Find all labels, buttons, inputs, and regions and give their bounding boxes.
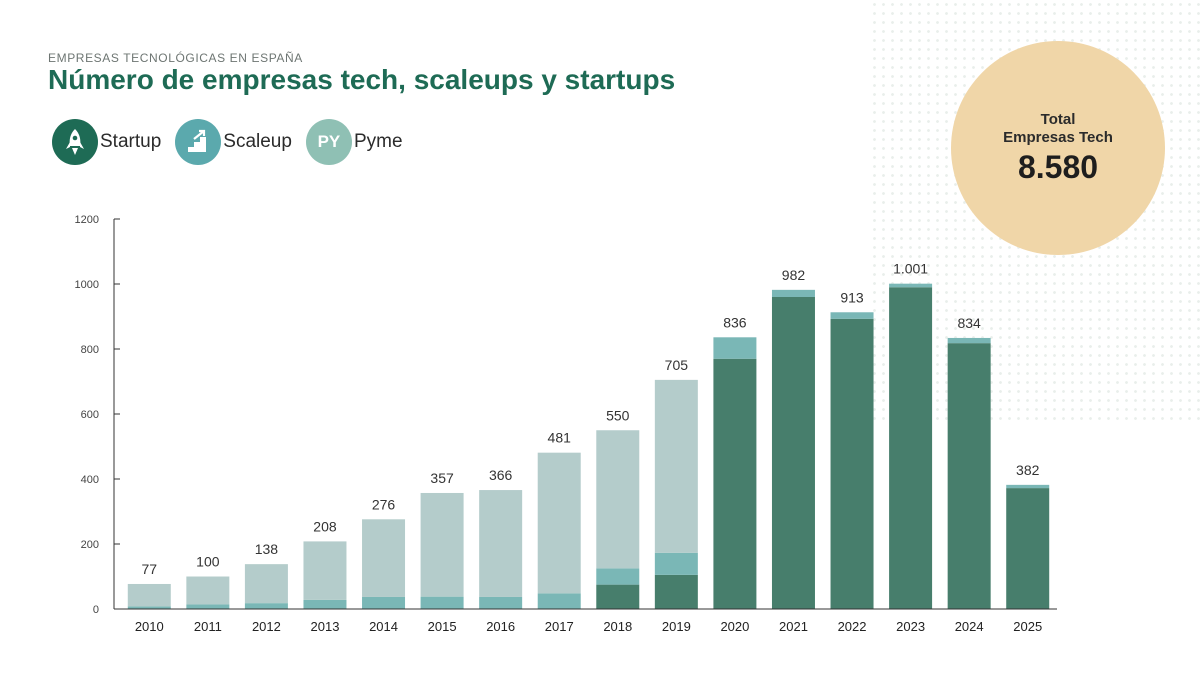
legend-item-scaleup: Scaleup: [175, 119, 292, 165]
legend-item-startup: Startup: [52, 119, 161, 165]
x-tick-label: 2023: [896, 619, 925, 634]
bar-scaleup: [537, 593, 581, 609]
stairs-arrow-icon: [175, 119, 222, 165]
y-tick-label: 0: [93, 604, 99, 616]
bar-pyme: [303, 541, 347, 600]
bar-startup: [889, 287, 933, 609]
x-tick-label: 2025: [1013, 619, 1042, 634]
legend-label-pyme: Pyme: [353, 131, 403, 152]
bar-scaleup: [713, 337, 757, 359]
legend-item-pyme: PY Pyme: [305, 119, 403, 165]
x-tick-label: 2018: [603, 619, 632, 634]
legend-label-scaleup: Scaleup: [223, 131, 292, 152]
bar-scaleup: [947, 337, 991, 344]
x-tick-label: 2020: [720, 619, 749, 634]
bar-pyme: [479, 490, 523, 597]
bar-pyme: [420, 492, 464, 597]
legend-label-startup: Startup: [100, 131, 162, 152]
bar-scaleup: [420, 596, 464, 609]
chart-title: Número de empresas tech, scaleups y star…: [48, 64, 676, 95]
x-tick-label: 2022: [838, 619, 867, 634]
total-label-line1: Total: [1040, 110, 1076, 128]
bar-scaleup: [186, 604, 230, 609]
chart-subtitle: EMPRESAS TECNOLÓGICAS EN ESPAÑA: [48, 51, 303, 65]
bar-total-label: 382: [1016, 462, 1040, 478]
bar-pyme: [537, 452, 581, 594]
bar-total-label: 138: [255, 541, 279, 557]
bar-total-label: 836: [723, 314, 747, 330]
bar-total-label: 366: [489, 467, 513, 483]
bar-pyme: [362, 519, 406, 597]
bar-pyme: [127, 583, 171, 607]
x-tick-label: 2011: [194, 619, 222, 634]
bar-startup: [713, 358, 757, 609]
x-tick-label: 2013: [311, 619, 340, 634]
bar-total-label: 100: [196, 554, 220, 570]
bar-total-label: 834: [957, 315, 981, 331]
total-label-line2: Empresas Tech: [1003, 128, 1113, 146]
bar-total-label: 1.001: [893, 261, 928, 277]
x-tick-label: 2016: [486, 619, 515, 634]
bar-total-label: 481: [548, 430, 572, 446]
bar-scaleup: [1006, 484, 1050, 489]
bar-startup: [771, 297, 815, 609]
y-tick-label: 200: [81, 539, 99, 551]
bar-startup: [596, 584, 640, 609]
bar-startup: [830, 318, 874, 609]
total-badge: Total Empresas Tech 8.580: [951, 41, 1165, 255]
x-tick-label: 2012: [252, 619, 281, 634]
bar-total-label: 77: [141, 561, 157, 577]
bar-pyme: [244, 564, 288, 604]
bar-pyme: [596, 430, 640, 569]
x-tick-label: 2017: [545, 619, 574, 634]
bar-total-label: 705: [665, 357, 689, 373]
bar-scaleup: [244, 603, 288, 609]
x-tick-label: 2010: [135, 619, 164, 634]
x-tick-label: 2015: [428, 619, 457, 634]
rocket-icon: [52, 119, 98, 165]
total-value: 8.580: [1017, 148, 1099, 185]
y-tick-label: 1200: [75, 214, 99, 226]
bar-total-label: 982: [782, 267, 806, 283]
legend: Startup Scaleup PY Pyme: [52, 119, 417, 165]
bar-scaleup: [771, 289, 815, 297]
bar-scaleup: [303, 599, 347, 609]
x-tick-label: 2021: [779, 619, 808, 634]
bar-startup: [1006, 488, 1050, 609]
bar-scaleup: [889, 283, 933, 288]
bar-scaleup: [362, 596, 406, 609]
y-tick-label: 600: [81, 409, 99, 421]
x-tick-label: 2014: [369, 619, 398, 634]
y-tick-label: 1000: [75, 279, 99, 291]
x-tick-label: 2024: [955, 619, 984, 634]
y-tick-label: 800: [81, 344, 99, 356]
bar-startup: [654, 574, 698, 609]
bar-total-label: 276: [372, 496, 396, 512]
bar-total-label: 208: [313, 518, 337, 534]
bar-total-label: 357: [430, 470, 454, 486]
bar-total-label: 550: [606, 407, 630, 423]
bar-total-label: 913: [840, 289, 864, 305]
y-tick-label: 400: [81, 474, 99, 486]
bar-pyme: [186, 576, 230, 605]
bar-scaleup: [479, 596, 523, 609]
pyme-badge: PY: [305, 119, 352, 165]
bar-scaleup: [127, 606, 171, 609]
bar-scaleup: [830, 312, 874, 319]
bar-startup: [947, 343, 991, 609]
bar-pyme: [654, 379, 698, 553]
bar-scaleup: [596, 568, 640, 585]
bar-scaleup: [654, 552, 698, 575]
x-tick-label: 2019: [662, 619, 691, 634]
